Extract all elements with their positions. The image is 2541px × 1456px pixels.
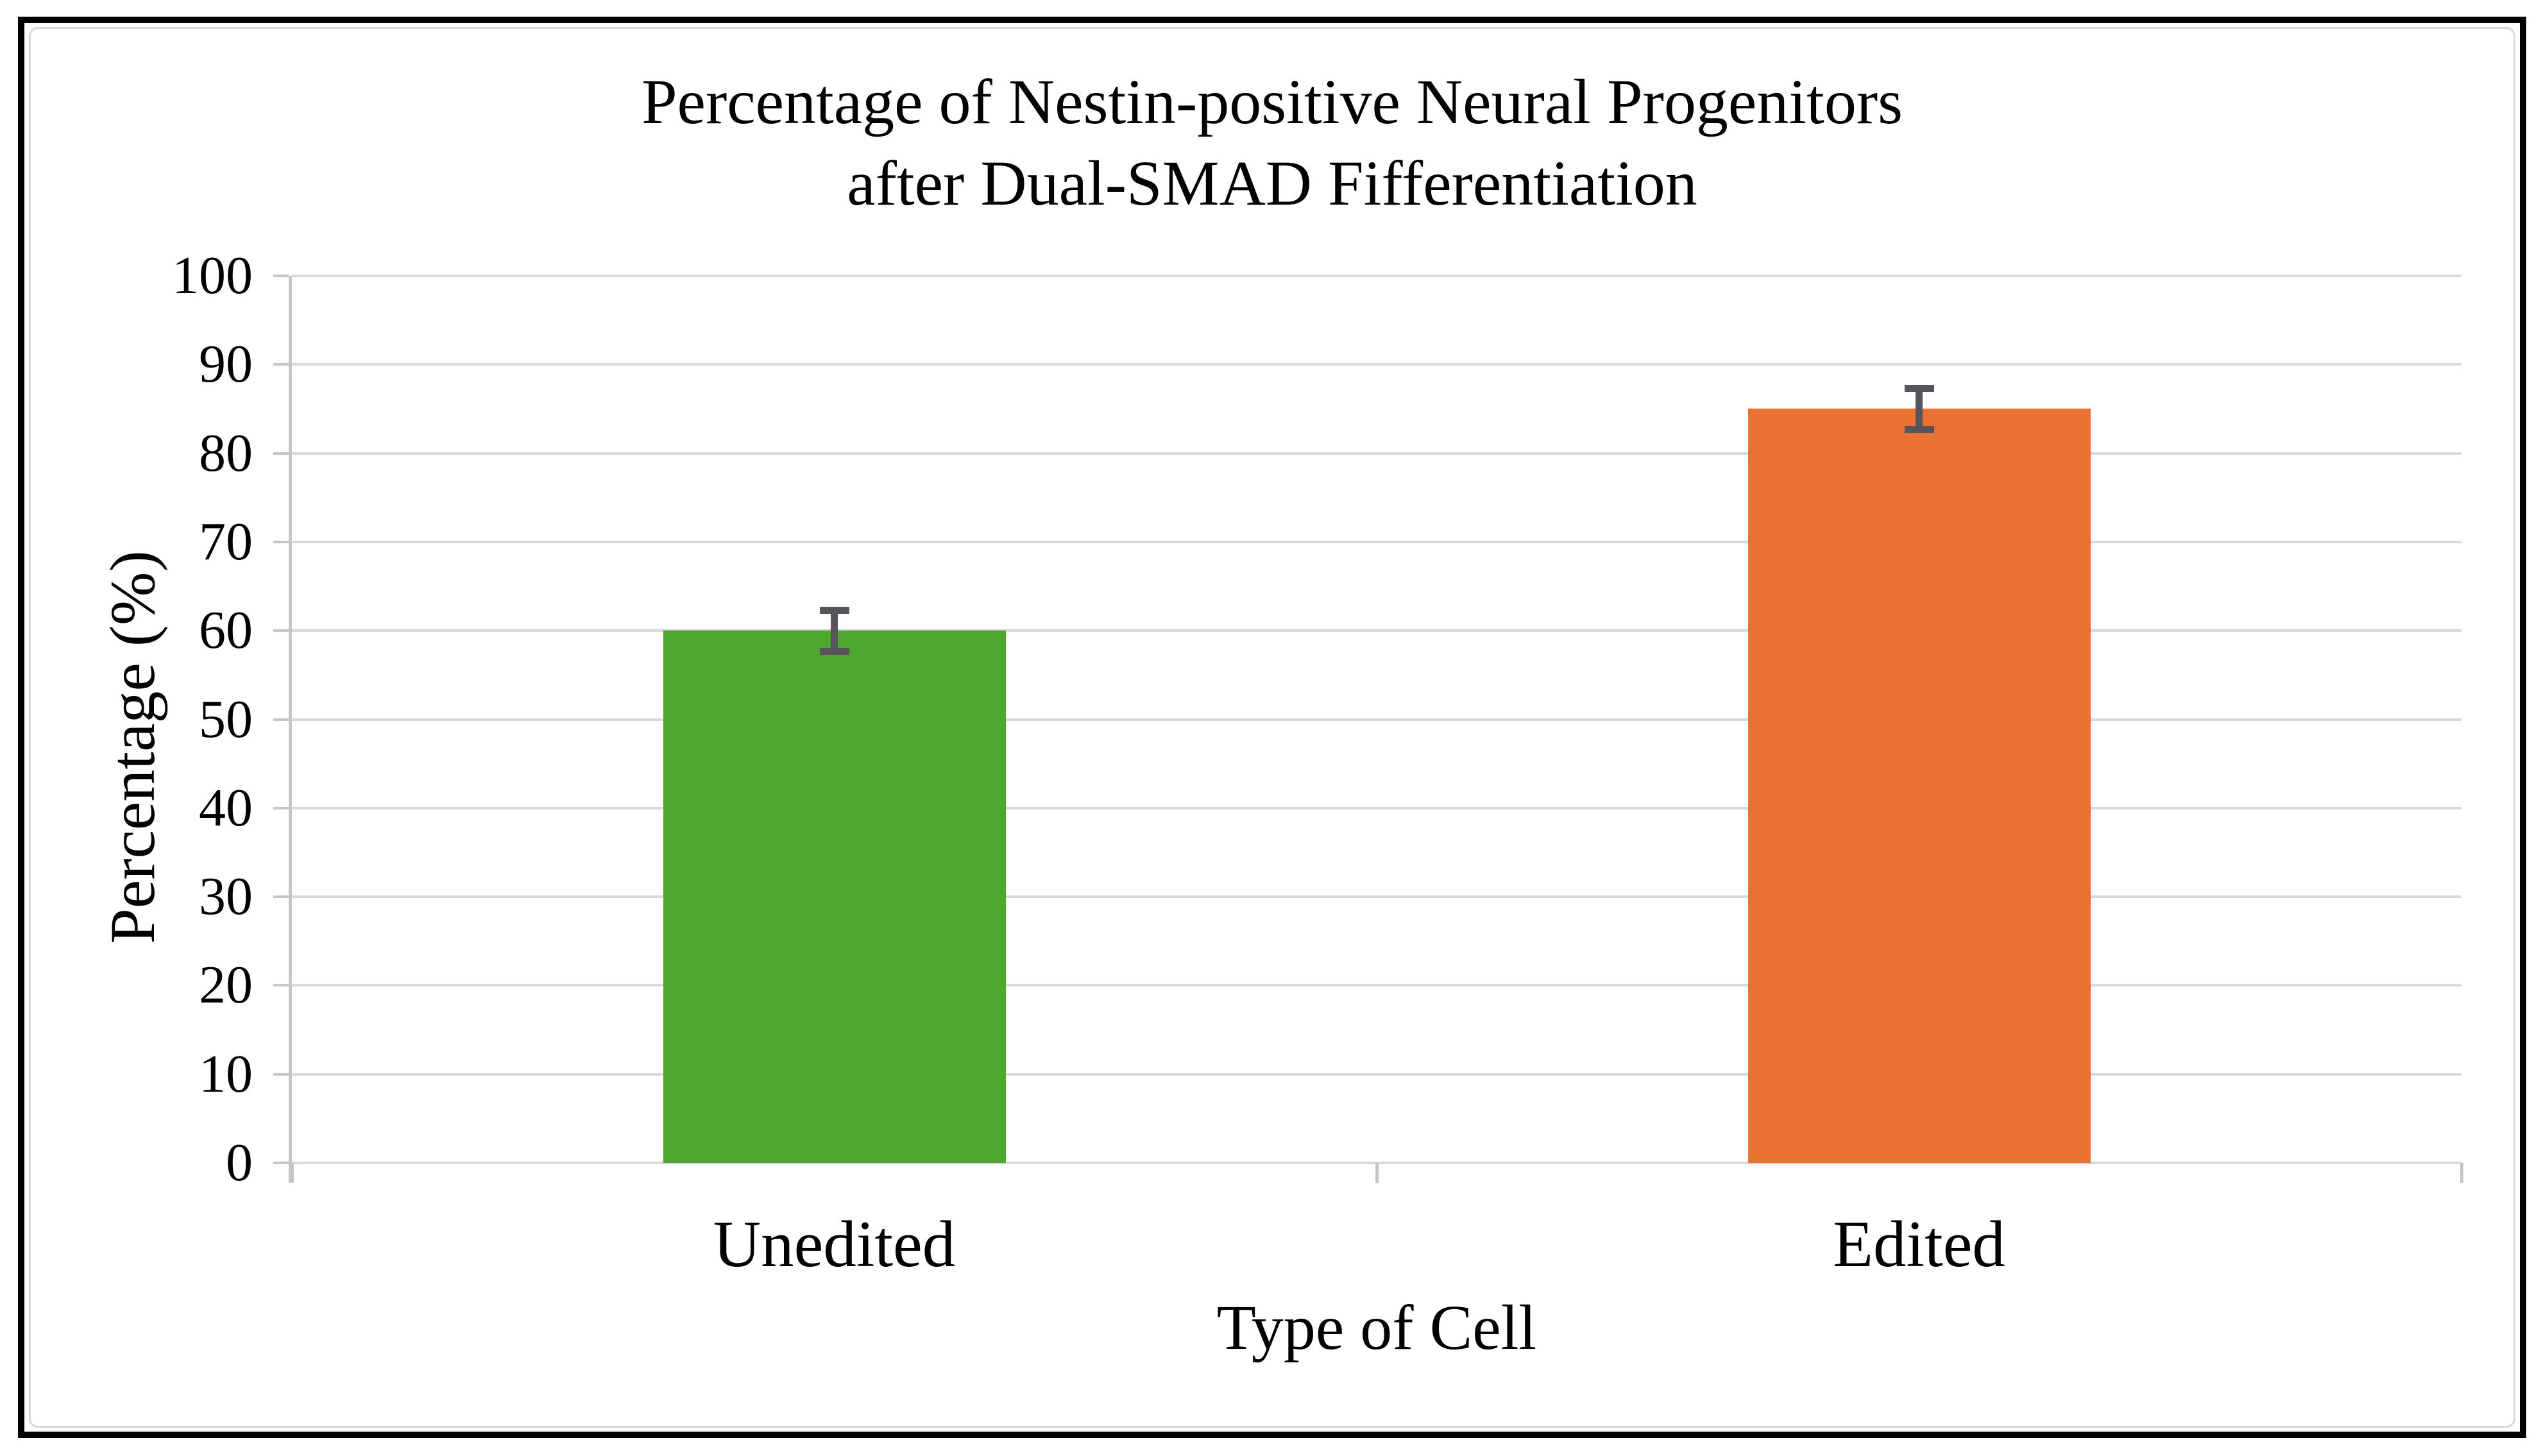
x-axis-title: Type of Cell	[1216, 1292, 1537, 1363]
y-tick-label-70: 70	[199, 511, 253, 571]
x-tick-mark-0	[291, 1163, 294, 1183]
y-tick-label-10: 10	[199, 1044, 253, 1104]
y-tick-label-80: 80	[199, 423, 253, 483]
bar-unedited	[663, 631, 1006, 1163]
h-gridline-10	[292, 1072, 2461, 1076]
bar-edited	[1747, 409, 2091, 1163]
y-tick-mark-80	[273, 452, 289, 455]
y-tick-label-50: 50	[199, 689, 253, 749]
y-tick-mark-70	[273, 540, 289, 543]
y-tick-label-90: 90	[199, 334, 253, 394]
y-tick-mark-50	[273, 718, 289, 721]
y-tick-mark-10	[273, 1072, 289, 1076]
y-tick-label-30: 30	[199, 867, 253, 927]
y-tick-mark-40	[273, 806, 289, 809]
error-bar-top-cap-edited	[1904, 384, 1934, 392]
y-tick-label-20: 20	[199, 955, 253, 1015]
error-bar-stem-edited	[1916, 391, 1923, 427]
error-bar-bottom-cap-edited	[1904, 426, 1934, 434]
y-tick-mark-90	[273, 363, 289, 366]
chart-area-border	[29, 27, 2515, 1428]
h-gridline-50	[292, 718, 2461, 721]
h-gridline-40	[292, 806, 2461, 809]
y-tick-mark-0	[273, 1162, 289, 1164]
h-gridline-60	[292, 629, 2461, 632]
error-bar-stem-unedited	[831, 613, 838, 648]
x-tick-mark-1	[1375, 1163, 1379, 1183]
h-gridline-80	[292, 452, 2461, 455]
y-tick-label-100: 100	[172, 246, 253, 305]
y-tick-mark-60	[273, 629, 289, 632]
h-gridline-100	[292, 275, 2461, 277]
y-tick-label-60: 60	[199, 600, 253, 661]
category-label-unedited: Unedited	[713, 1208, 956, 1281]
y-tick-label-40: 40	[199, 777, 253, 838]
h-gridline-90	[292, 363, 2461, 366]
chart-title: Percentage of Nestin-positive Neural Pro…	[29, 61, 2515, 224]
y-tick-mark-20	[273, 984, 289, 987]
chart-title-line-2: after Dual-SMAD Fifferentiation	[847, 148, 1697, 219]
h-gridline-20	[292, 984, 2461, 987]
y-tick-mark-30	[273, 895, 289, 899]
h-gridline-70	[292, 540, 2461, 543]
error-bar-bottom-cap-unedited	[819, 647, 849, 655]
y-axis-line	[289, 276, 292, 1183]
chart-title-line-1: Percentage of Nestin-positive Neural Pro…	[641, 66, 1903, 137]
error-bar-top-cap-unedited	[819, 606, 849, 614]
y-tick-mark-100	[273, 275, 289, 277]
x-tick-mark-2	[2460, 1163, 2463, 1183]
category-label-edited: Edited	[1833, 1208, 2005, 1281]
y-tick-label-0: 0	[226, 1133, 253, 1192]
h-gridline-30	[292, 895, 2461, 899]
